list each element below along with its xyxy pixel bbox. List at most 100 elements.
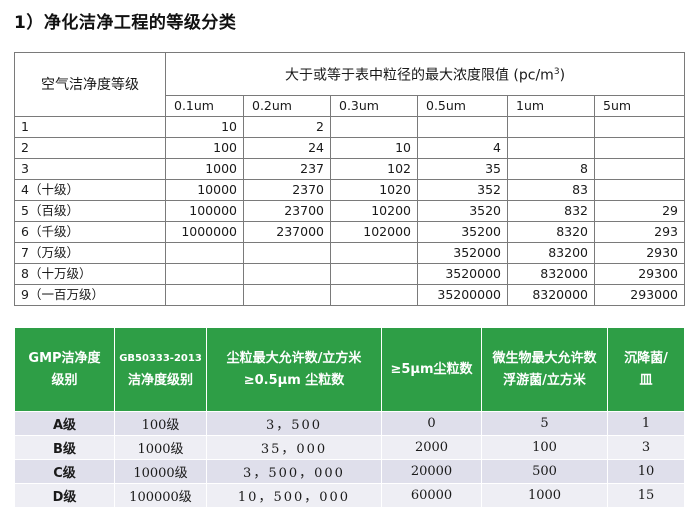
table1-cell: [330, 116, 418, 138]
table1-size-header: 5um: [594, 95, 685, 117]
table2-header-cell: GB50333-2013 洁净度级别: [114, 327, 207, 412]
table1-cell: 237: [243, 158, 331, 180]
table1-row: 7（万级） 352000 83200 2930: [14, 242, 685, 264]
table1-main-header-text: 大于或等于表中粒径的最大浓度限值 (pc/m: [284, 67, 554, 84]
gmp-grade-table: GMP洁净度 级别 GB50333-2013 洁净度级别 尘粒最大允许数/立方米 ≥0.5…: [14, 327, 685, 508]
table1-cell: 3520: [417, 200, 508, 222]
table1-cell: [243, 284, 331, 306]
table1-size-header: 0.5um: [417, 95, 508, 117]
table2-row: B级 1000级 35，000 2000 100 3: [14, 435, 685, 460]
table1-cell: 237000: [243, 221, 331, 243]
table1-row: 5（百级） 100000 23700 10200 3520 832 29: [14, 200, 685, 222]
table2-cell: 3，500，000: [206, 459, 382, 484]
table1-cell: 1000: [165, 158, 244, 180]
table1-row: 8（十万级） 3520000 832000 29300: [14, 263, 685, 285]
table1-cell: 100000: [165, 200, 244, 222]
table2-header-line: ≥0.5μm 尘粒数: [243, 372, 345, 388]
table1-cell: [417, 116, 508, 138]
table2-cell: 5: [481, 411, 608, 436]
table1-cell: 10: [330, 137, 418, 159]
cleanliness-class-table: 空气洁净度等级 大于或等于表中粒径的最大浓度限值 (pc/m3) 0.1um 0.…: [14, 52, 685, 306]
table2-grade-label: C级: [14, 459, 115, 484]
table1-cell: 35200000: [417, 284, 508, 306]
table1-class-label: 6（千级）: [14, 221, 166, 243]
table1-cell: 100: [165, 137, 244, 159]
table1-cell: 10: [165, 116, 244, 138]
table2-cell: 2000: [381, 435, 482, 460]
table1-size-header: 1um: [507, 95, 595, 117]
table1-cell: 1020: [330, 179, 418, 201]
table1-cell: 24: [243, 137, 331, 159]
table2-cell: 500: [481, 459, 608, 484]
table1-cell: [330, 263, 418, 285]
table1-cell: 293000: [594, 284, 685, 306]
table1-cell: 83200: [507, 242, 595, 264]
table1-class-label: 2: [14, 137, 166, 159]
table2-header-line: GB50333-2013: [119, 352, 202, 364]
table1-cell: 832: [507, 200, 595, 222]
table1-class-label: 3: [14, 158, 166, 180]
table1-cell: 29300: [594, 263, 685, 285]
table2-header-cell: 微生物最大允许数 浮游菌/立方米: [481, 327, 608, 412]
table1-cell: 102: [330, 158, 418, 180]
table2-header-cell: 尘粒最大允许数/立方米 ≥0.5μm 尘粒数: [206, 327, 382, 412]
table1-cell: [165, 284, 244, 306]
table1-cell: 23700: [243, 200, 331, 222]
table2-cell: 20000: [381, 459, 482, 484]
table1-class-label: 9（一百万级）: [14, 284, 166, 306]
table1-cell: [243, 263, 331, 285]
table1-cell: 832000: [507, 263, 595, 285]
table1-cell: 29: [594, 200, 685, 222]
table1-main-header: 大于或等于表中粒径的最大浓度限值 (pc/m3): [165, 52, 685, 96]
table1-cell: 352000: [417, 242, 508, 264]
table1-cell: 10000: [165, 179, 244, 201]
table1-size-header: 0.2um: [243, 95, 331, 117]
table1-cell: [507, 116, 595, 138]
table2-row: A级 100级 3，500 0 5 1: [14, 411, 685, 436]
table1-cell: 1000000: [165, 221, 244, 243]
page-heading: 1）净化洁净工程的等级分类: [14, 13, 237, 33]
table1-size-row: 0.1um 0.2um 0.3um 0.5um 1um 5um: [15, 95, 685, 117]
table2-cell: 1000级: [114, 435, 207, 460]
table1-cell: 35200: [417, 221, 508, 243]
table2-cell: 100级: [114, 411, 207, 436]
table1-cell: 2370: [243, 179, 331, 201]
table1-cell: [507, 137, 595, 159]
table2-header-line: 洁净度级别: [127, 372, 193, 388]
table2-cell: 100000级: [114, 483, 207, 508]
table2-header-line: 微生物最大允许数: [492, 350, 597, 366]
table2-row: C级 10000级 3，500，000 20000 500 10: [14, 459, 685, 484]
table1-cell: 8320: [507, 221, 595, 243]
table2-cell: 10: [607, 459, 685, 484]
table2-cell: 100: [481, 435, 608, 460]
table1-size-header: 0.1um: [165, 95, 244, 117]
table1-size-header: 0.3um: [330, 95, 418, 117]
table1-row: 9（一百万级） 35200000 8320000 293000: [14, 284, 685, 306]
table1-header-row: 空气洁净度等级 大于或等于表中粒径的最大浓度限值 (pc/m3): [14, 52, 685, 117]
table1-cell: [165, 242, 244, 264]
table2-header-cell: GMP洁净度 级别: [14, 327, 115, 412]
table1-row: 3 1000 237 102 35 8: [14, 158, 685, 180]
table2-header-cell: ≥5μm尘粒数: [381, 327, 482, 412]
table1-class-label: 8（十万级）: [14, 263, 166, 285]
table1-cell: [594, 179, 685, 201]
table1-cell: 352: [417, 179, 508, 201]
table2-cell: 10000级: [114, 459, 207, 484]
table1-main-header-close: ): [559, 67, 566, 84]
table1-cell: 4: [417, 137, 508, 159]
table1-class-label: 7（万级）: [14, 242, 166, 264]
table1-class-label: 4（十级）: [14, 179, 166, 201]
table1-main-header-sup: 3: [553, 67, 560, 78]
table1-row: 4（十级） 10000 2370 1020 352 83: [14, 179, 685, 201]
table2-cell: 0: [381, 411, 482, 436]
table2-cell: 60000: [381, 483, 482, 508]
table1-cell: [165, 263, 244, 285]
table2-header-line: ≥5μm尘粒数: [390, 361, 473, 377]
table1-cell: [594, 116, 685, 138]
table1-row: 6（千级） 1000000 237000 102000 35200 8320 293: [14, 221, 685, 243]
table2-header-row: GMP洁净度 级别 GB50333-2013 洁净度级别 尘粒最大允许数/立方米 ≥0.5…: [14, 327, 685, 412]
table1-cell: 2930: [594, 242, 685, 264]
table2-grade-label: A级: [14, 411, 115, 436]
table2-header-line: GMP洁净度: [28, 350, 101, 366]
table2-row: D级 100000级 10，500，000 60000 1000 15: [14, 483, 685, 508]
